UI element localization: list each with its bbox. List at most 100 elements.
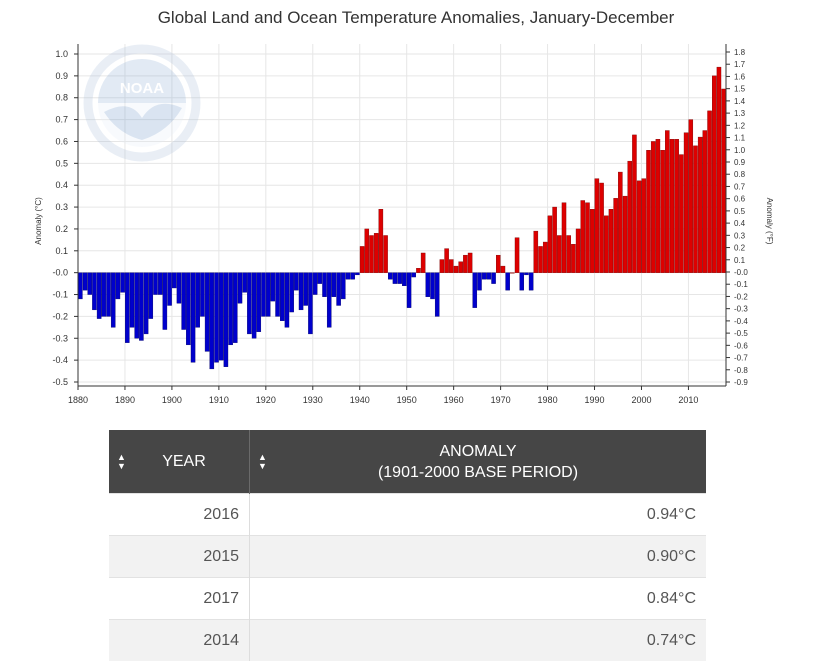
bar-1969[interactable] — [496, 255, 500, 272]
bar-1982[interactable] — [557, 235, 561, 272]
bar-1902[interactable] — [182, 273, 186, 330]
bar-1912[interactable] — [229, 273, 233, 345]
bar-1925[interactable] — [290, 273, 294, 312]
bar-2013[interactable] — [703, 131, 707, 273]
bar-1883[interactable] — [92, 273, 96, 310]
bar-1897[interactable] — [158, 273, 162, 295]
bar-1924[interactable] — [285, 273, 289, 328]
bar-1881[interactable] — [83, 273, 87, 290]
bar-1975[interactable] — [524, 273, 528, 275]
bar-1911[interactable] — [224, 273, 228, 367]
bar-1949[interactable] — [402, 273, 406, 286]
bar-2017[interactable] — [722, 89, 726, 273]
bar-1929[interactable] — [308, 273, 312, 334]
bar-1964[interactable] — [473, 273, 477, 308]
bar-2014[interactable] — [708, 111, 712, 273]
bar-1962[interactable] — [463, 255, 467, 272]
bar-1935[interactable] — [337, 273, 341, 306]
bar-1942[interactable] — [369, 235, 373, 272]
bar-1972[interactable] — [510, 273, 514, 274]
sort-arrows-icon[interactable]: ▲▼ — [117, 453, 126, 471]
bar-1896[interactable] — [153, 273, 157, 295]
bar-1898[interactable] — [163, 273, 167, 330]
bar-1953[interactable] — [421, 253, 425, 273]
bar-1948[interactable] — [398, 273, 402, 284]
bar-1901[interactable] — [177, 273, 181, 304]
bar-1984[interactable] — [567, 235, 571, 272]
bar-1979[interactable] — [543, 242, 547, 273]
year-column-header[interactable]: ▲▼ YEAR — [109, 430, 250, 494]
bar-1903[interactable] — [186, 273, 190, 345]
bar-1980[interactable] — [548, 216, 552, 273]
bar-1886[interactable] — [106, 273, 110, 317]
bar-1990[interactable] — [595, 179, 599, 273]
bar-1922[interactable] — [276, 273, 280, 317]
bar-1999[interactable] — [637, 181, 641, 273]
bar-1991[interactable] — [600, 183, 604, 273]
bar-1904[interactable] — [191, 273, 195, 363]
bar-1943[interactable] — [374, 233, 378, 272]
bar-1998[interactable] — [632, 135, 636, 273]
bar-2007[interactable] — [675, 139, 679, 272]
bar-1957[interactable] — [440, 260, 444, 273]
bar-1920[interactable] — [266, 273, 270, 317]
bar-1934[interactable] — [332, 273, 336, 297]
bar-1983[interactable] — [562, 203, 566, 273]
bar-1952[interactable] — [416, 268, 420, 272]
bar-1910[interactable] — [219, 273, 223, 360]
bar-1996[interactable] — [623, 196, 627, 273]
bar-1946[interactable] — [388, 273, 392, 280]
bar-1988[interactable] — [585, 203, 589, 273]
bar-1994[interactable] — [614, 198, 618, 272]
bar-1968[interactable] — [492, 273, 496, 284]
bar-2009[interactable] — [684, 133, 688, 273]
bar-1926[interactable] — [294, 273, 298, 290]
bar-1973[interactable] — [515, 238, 519, 273]
anomaly-column-header[interactable]: ▲▼ ANOMALY (1901-2000 BASE PERIOD) — [250, 430, 707, 494]
bar-1989[interactable] — [590, 209, 594, 272]
bar-1965[interactable] — [477, 273, 481, 290]
bar-1913[interactable] — [233, 273, 237, 343]
bar-1933[interactable] — [327, 273, 331, 328]
bar-1893[interactable] — [139, 273, 143, 341]
bar-1967[interactable] — [487, 273, 491, 280]
bar-1977[interactable] — [534, 231, 538, 273]
bar-1930[interactable] — [313, 273, 317, 295]
bar-1940[interactable] — [360, 246, 364, 272]
bar-1894[interactable] — [144, 273, 148, 334]
bar-1918[interactable] — [257, 273, 261, 332]
bar-1997[interactable] — [628, 161, 632, 273]
bar-1917[interactable] — [252, 273, 256, 339]
bar-1976[interactable] — [529, 273, 533, 290]
bar-1936[interactable] — [341, 273, 345, 299]
bar-2010[interactable] — [689, 120, 693, 273]
bar-1959[interactable] — [449, 260, 453, 273]
bar-1916[interactable] — [247, 273, 251, 334]
bar-2002[interactable] — [651, 141, 655, 272]
bar-2004[interactable] — [661, 150, 665, 272]
sort-arrows-icon[interactable]: ▲▼ — [258, 453, 267, 471]
bar-1970[interactable] — [501, 266, 505, 273]
bar-1987[interactable] — [581, 201, 585, 273]
bar-1986[interactable] — [576, 229, 580, 273]
bar-1971[interactable] — [506, 273, 510, 290]
bar-1955[interactable] — [430, 273, 434, 299]
bar-1993[interactable] — [609, 209, 613, 272]
bar-1905[interactable] — [196, 273, 200, 328]
bar-1932[interactable] — [322, 273, 326, 297]
bar-1889[interactable] — [121, 273, 125, 293]
bar-1947[interactable] — [393, 273, 397, 284]
bar-1880[interactable] — [78, 273, 82, 299]
bar-1906[interactable] — [200, 273, 204, 317]
bar-2015[interactable] — [712, 76, 716, 273]
bar-1961[interactable] — [459, 262, 463, 273]
bar-1958[interactable] — [445, 249, 449, 273]
bar-1892[interactable] — [135, 273, 139, 339]
bar-1885[interactable] — [102, 273, 106, 317]
bar-1909[interactable] — [214, 273, 218, 363]
bar-1899[interactable] — [168, 273, 172, 306]
bar-1941[interactable] — [365, 229, 369, 273]
bar-1992[interactable] — [604, 216, 608, 273]
bar-1928[interactable] — [304, 273, 308, 306]
bar-2016[interactable] — [717, 67, 721, 273]
